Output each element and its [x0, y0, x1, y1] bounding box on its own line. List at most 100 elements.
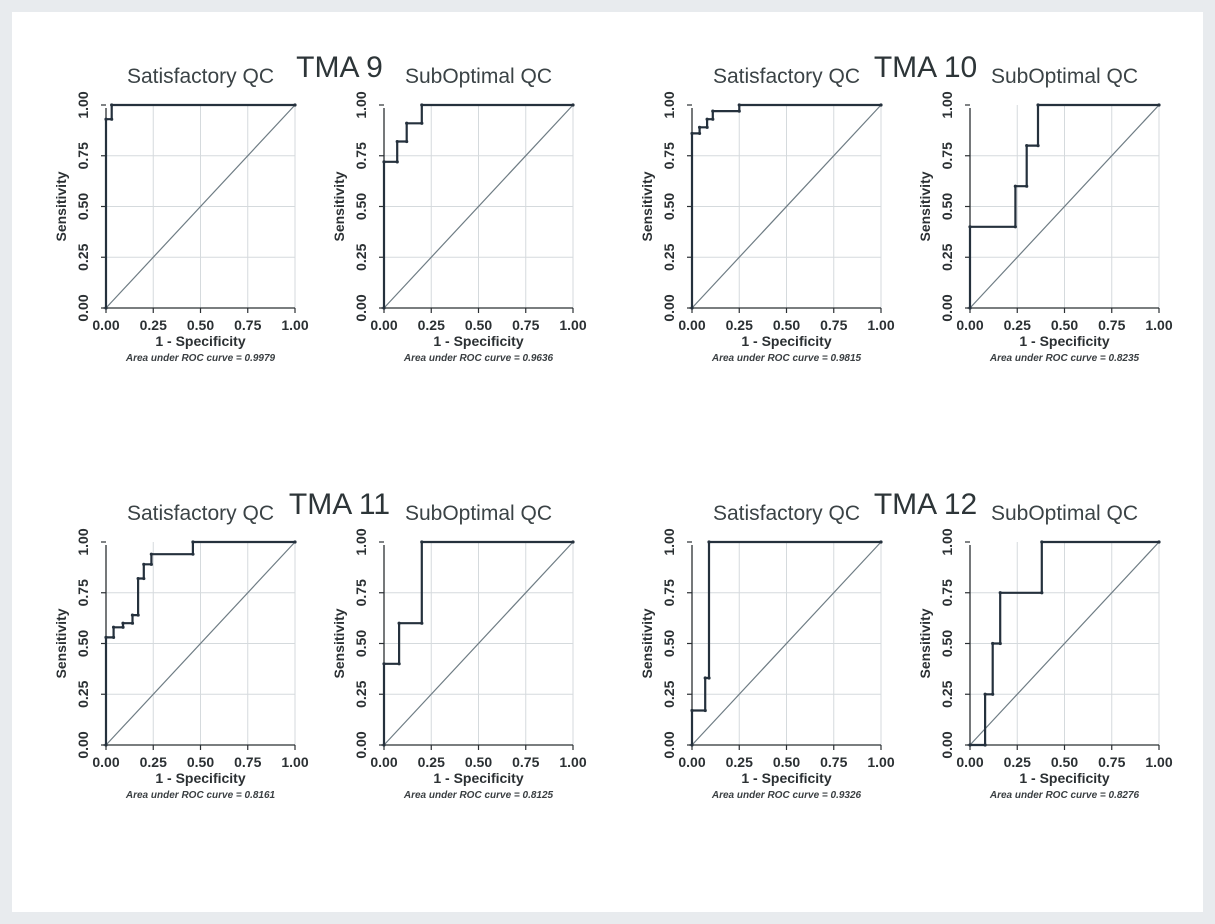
y-axis-label: Sensitivity: [53, 171, 69, 241]
y-tick-label: 0.75: [75, 579, 91, 606]
roc-point: [395, 139, 399, 144]
auc-note: Area under ROC curve = 0.9636: [403, 353, 554, 364]
roc-panel: Satisfactory QC 0.000.00 0.25 0.25 0.50 0.50 0…: [53, 65, 309, 364]
y-tick-label: 0.25: [939, 243, 955, 270]
x-tick-label: 0.00: [92, 317, 119, 333]
y-tick-label: 0.75: [939, 142, 955, 169]
x-tick-label: 0.50: [773, 754, 800, 770]
x-tick-label: 0.50: [1051, 754, 1078, 770]
y-tick-label: 1.00: [661, 91, 677, 118]
group-title: TMA 9: [296, 51, 383, 84]
roc-point: [1157, 103, 1161, 107]
x-tick-label: 0.50: [187, 317, 214, 333]
roc-point: [121, 621, 125, 625]
roc-point: [968, 306, 972, 310]
roc-point: [1025, 184, 1029, 188]
y-axis-label: Sensitivity: [639, 608, 655, 678]
x-tick-label: 0.00: [678, 317, 705, 333]
roc-point: [136, 613, 140, 617]
y-tick-label: 0.75: [353, 579, 369, 606]
roc-point: [130, 613, 135, 617]
roc-point: [737, 109, 741, 113]
x-axis-label: 1 - Specificity: [155, 770, 245, 786]
roc-point: [1040, 591, 1044, 595]
y-tick-label: 0.25: [75, 243, 91, 270]
x-axis-label: 1 - Specificity: [433, 770, 523, 786]
x-tick-label: 0.75: [1098, 754, 1125, 770]
x-tick-label: 1.00: [1145, 754, 1172, 770]
group-title: TMA 10: [874, 51, 977, 84]
roc-point: [104, 117, 108, 121]
roc-curve: [970, 540, 1159, 747]
roc-point: [191, 540, 195, 544]
y-tick-label: 0.75: [75, 142, 91, 169]
roc-panel: SubOptimal QC 0.000.00 0.25 0.25 0.50 0.50 0.7…: [917, 502, 1173, 801]
x-tick-label: 0.00: [92, 754, 119, 770]
roc-point: [382, 662, 386, 666]
roc-point: [420, 621, 424, 625]
y-tick-label: 0.00: [939, 294, 955, 321]
roc-point: [991, 692, 995, 696]
y-tick-label: 0.00: [661, 294, 677, 321]
auc-note: Area under ROC curve = 0.8161: [125, 790, 276, 801]
y-axis-label: Sensitivity: [331, 171, 347, 241]
x-tick-label: 1.00: [867, 754, 894, 770]
x-axis-label: 1 - Specificity: [155, 333, 245, 349]
roc-point: [1013, 225, 1017, 229]
roc-point: [968, 743, 972, 747]
reference-line: [691, 541, 882, 746]
x-tick-label: 0.75: [234, 754, 261, 770]
roc-point: [998, 641, 1002, 646]
auc-note: Area under ROC curve = 0.8235: [989, 353, 1140, 364]
roc-panel: Satisfactory QC 0.000.00 0.25 0.25 0.50 0.50 0…: [639, 502, 895, 801]
y-tick-label: 1.00: [661, 528, 677, 555]
roc-point: [111, 625, 116, 629]
roc-point: [690, 131, 694, 136]
roc-point: [707, 540, 711, 544]
x-tick-label: 0.50: [187, 754, 214, 770]
y-tick-label: 1.00: [353, 91, 369, 118]
reference-line: [383, 104, 574, 309]
roc-point: [711, 117, 715, 121]
figure-frame: TMA 9 Satisfactory QC 0.00 0.00 0.25 0.25 0.50…: [12, 12, 1203, 912]
x-axis-label: 1 - Specificity: [1019, 333, 1109, 349]
roc-point: [1036, 144, 1040, 148]
x-tick-label: 0.50: [465, 317, 492, 333]
x-tick-label: 0.75: [234, 317, 261, 333]
y-tick-label: 0.50: [939, 630, 955, 657]
roc-point: [420, 103, 424, 107]
panel-title: Satisfactory QC: [127, 65, 274, 88]
y-axis-label: Sensitivity: [917, 171, 933, 241]
x-tick-label: 1.00: [1145, 317, 1172, 333]
roc-point: [104, 635, 108, 640]
roc-point: [136, 576, 140, 581]
roc-point: [737, 103, 741, 107]
reference-line: [969, 541, 1160, 746]
roc-point: [104, 743, 108, 747]
roc-panel: SubOptimal QC 0.000.00 0.25 0.25 0.50 0.50 0.7…: [331, 502, 587, 801]
roc-point: [690, 743, 694, 747]
reference-line: [105, 104, 296, 309]
roc-point: [697, 125, 702, 129]
roc-point: [142, 576, 146, 581]
y-tick-label: 0.00: [75, 294, 91, 321]
y-tick-label: 1.00: [75, 528, 91, 555]
x-axis-label: 1 - Specificity: [741, 333, 831, 349]
y-tick-label: 0.50: [661, 193, 677, 220]
x-tick-label: 0.75: [512, 317, 539, 333]
roc-point: [293, 103, 297, 107]
panel-title: SubOptimal QC: [991, 65, 1138, 88]
roc-point: [983, 692, 987, 696]
y-tick-label: 0.50: [75, 193, 91, 220]
x-tick-label: 0.00: [370, 317, 397, 333]
roc-point: [968, 225, 972, 229]
roc-point: [121, 625, 125, 629]
auc-note: Area under ROC curve = 0.9815: [711, 353, 862, 364]
roc-point: [293, 540, 297, 544]
y-tick-label: 0.25: [75, 680, 91, 707]
y-tick-label: 0.00: [75, 731, 91, 758]
x-tick-label: 0.25: [140, 317, 167, 333]
reference-line: [969, 104, 1160, 309]
